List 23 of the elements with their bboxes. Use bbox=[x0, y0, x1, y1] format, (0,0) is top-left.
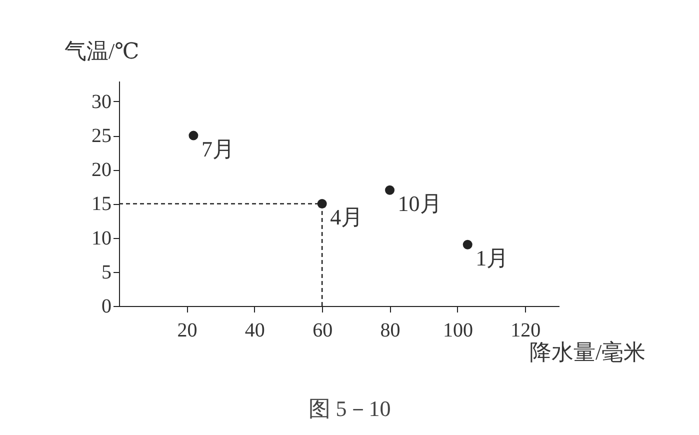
annotation: 1月 bbox=[476, 246, 509, 271]
x-tick-label: 40 bbox=[244, 320, 265, 342]
y-tick-label: 20 bbox=[92, 159, 112, 182]
y-tick-label: 5 bbox=[102, 261, 112, 284]
x-tick-label: 80 bbox=[380, 320, 400, 342]
y-axis-title: 气温/℃ bbox=[64, 38, 140, 64]
x-tick-label: 100 bbox=[442, 320, 473, 342]
x-tick-label: 60 bbox=[312, 320, 333, 342]
point bbox=[462, 240, 472, 250]
y-tick-label: 0 bbox=[102, 296, 112, 318]
y-tick-label: 30 bbox=[92, 90, 112, 113]
point bbox=[385, 185, 395, 195]
x-axis-title: 降水量/毫米 bbox=[530, 340, 646, 364]
y-tick-label: 15 bbox=[92, 193, 112, 216]
x-tick-label: 20 bbox=[177, 320, 198, 342]
annotation: 4月 bbox=[330, 204, 364, 230]
annotation: 10月 bbox=[398, 191, 442, 216]
y-tick-label: 25 bbox=[92, 125, 112, 148]
annotation: 7月 bbox=[201, 136, 234, 162]
y-tick-label: 10 bbox=[92, 227, 112, 250]
point bbox=[188, 130, 198, 140]
caption: 图 5－10 bbox=[307, 395, 392, 423]
x-tick-label: 120 bbox=[510, 320, 541, 342]
